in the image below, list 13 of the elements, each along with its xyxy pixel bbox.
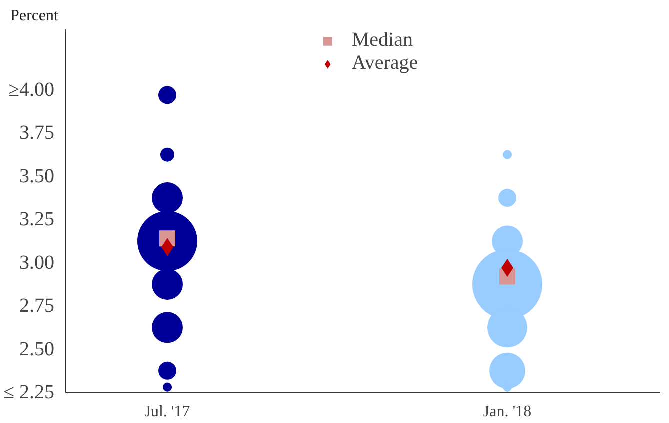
y-tick-label: 3.75 (20, 122, 54, 144)
y-axis-title: Percent (10, 8, 60, 24)
y-tick-label: 2.50 (20, 338, 54, 360)
y-tick-label: 3.50 (20, 165, 54, 188)
x-tick-label: Jan. '18 (483, 404, 532, 420)
legend-label: Average (352, 52, 418, 75)
y-tick-label: ≥4.00 (8, 79, 55, 101)
y-tick-label: 3.00 (20, 252, 54, 274)
legend-label: Median (352, 29, 413, 52)
y-tick-label: ≤ 2.25 (4, 382, 55, 404)
y-tick-label: 2.75 (20, 295, 54, 318)
x-tick-label: Jul. '17 (144, 404, 190, 420)
y-tick-label: 3.25 (20, 208, 54, 231)
